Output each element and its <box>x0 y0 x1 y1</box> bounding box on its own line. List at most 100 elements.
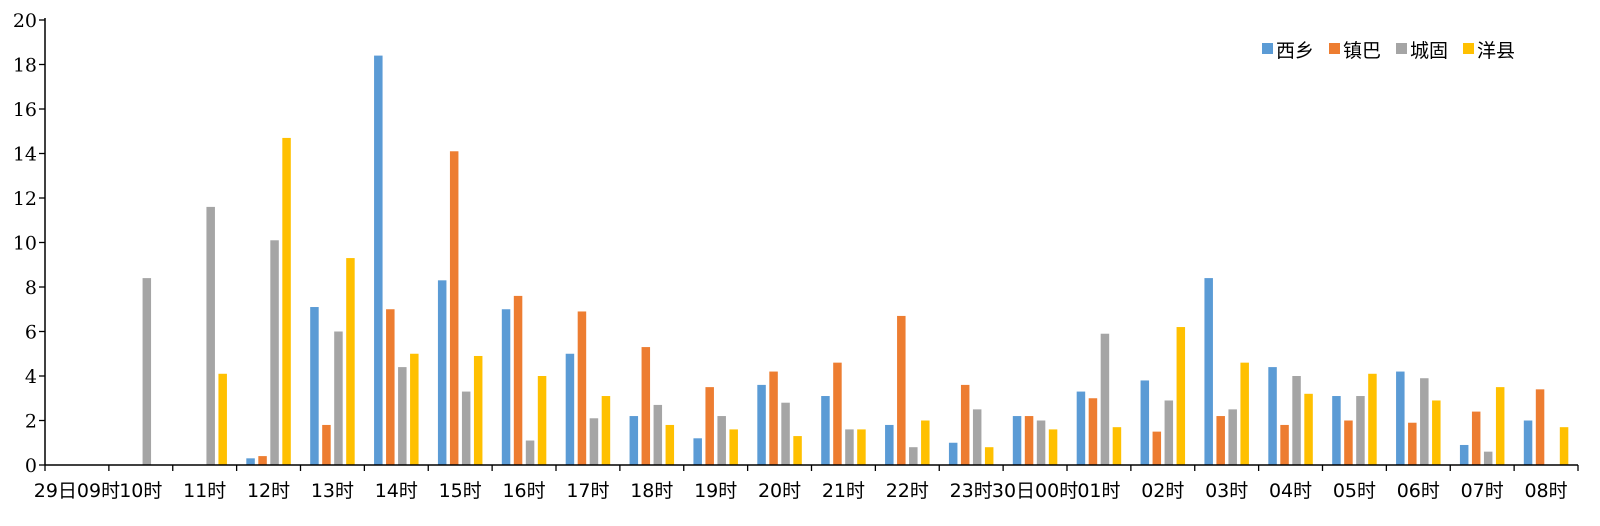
bar-4 <box>346 258 355 465</box>
bar-3 <box>1356 396 1365 465</box>
bar-4 <box>410 353 419 465</box>
x-category-label: 18时 <box>630 480 673 502</box>
bar-4 <box>473 355 483 465</box>
bar-1 <box>1012 416 1022 465</box>
bar-3 <box>1036 420 1046 465</box>
y-tick-label: 20 <box>13 10 37 32</box>
axes <box>39 18 1579 471</box>
bar-4 <box>218 373 227 465</box>
x-axis-tick-labels: 29日09时 10时 11时 12时 13时 14时 15时 16时 17时 18时 19时 20时 2… <box>34 480 1568 502</box>
bar-2 <box>513 295 523 465</box>
x-category-label: 14时 <box>375 480 418 502</box>
x-category-label: 22时 <box>886 480 929 502</box>
bar-2 <box>449 151 459 465</box>
x-category-label: 04时 <box>1269 480 1312 502</box>
y-tick-label: 18 <box>13 55 37 77</box>
bar-3 <box>589 418 599 465</box>
y-tick-label: 10 <box>13 233 37 255</box>
bar-4 <box>1048 429 1058 465</box>
legend-label: 西乡 <box>1276 40 1314 62</box>
bar-2 <box>960 384 970 465</box>
legend-label: 镇巴 <box>1343 40 1381 62</box>
bar-3 <box>142 278 152 465</box>
y-tick-label: 4 <box>25 366 37 388</box>
legend: 西乡 镇巴 城固 洋县 <box>1262 40 1515 62</box>
bar-3 <box>1228 409 1237 465</box>
y-tick-label: 12 <box>13 188 37 210</box>
x-category-label: 15时 <box>439 480 482 502</box>
x-category-label: 06时 <box>1397 480 1440 502</box>
bar-1 <box>501 309 511 465</box>
bar-1 <box>374 55 383 465</box>
bar-4 <box>1240 362 1249 465</box>
bar-4 <box>857 429 866 465</box>
bar-2 <box>386 309 395 465</box>
x-category-label: 13时 <box>311 480 354 502</box>
bar-2 <box>833 362 842 465</box>
x-category-label: 07时 <box>1461 480 1504 502</box>
legend-swatch <box>1396 43 1407 54</box>
bar-2 <box>897 315 906 465</box>
bar-4 <box>984 447 994 465</box>
bar-1 <box>1140 380 1150 465</box>
bar-1 <box>310 307 319 465</box>
x-category-label: 29日09时 <box>34 480 120 502</box>
bar-1 <box>246 458 255 465</box>
bar-2 <box>641 347 651 465</box>
y-tick-label: 14 <box>13 144 37 166</box>
bar-4 <box>1368 373 1377 465</box>
bar-4 <box>1176 327 1186 465</box>
x-category-label: 21时 <box>822 480 865 502</box>
bar-2 <box>705 387 714 465</box>
y-tick-label: 16 <box>13 99 37 121</box>
bar-2 <box>1408 422 1417 465</box>
bar-1 <box>1523 420 1533 465</box>
bar-4 <box>537 376 547 465</box>
bar-4 <box>601 396 611 465</box>
bar-3 <box>206 206 215 465</box>
y-tick-label: 6 <box>25 322 37 344</box>
bar-3 <box>398 367 407 465</box>
bar-3 <box>909 447 918 465</box>
bar-1 <box>693 438 702 465</box>
bar-3 <box>1100 333 1110 465</box>
bar-2 <box>769 371 778 465</box>
x-category-label: 05时 <box>1333 480 1376 502</box>
bar-4 <box>1432 400 1441 465</box>
x-category-label: 03时 <box>1205 480 1248 502</box>
bar-4 <box>282 137 291 466</box>
bar-2 <box>322 424 331 465</box>
bar-2 <box>1152 431 1162 465</box>
bar-3 <box>845 429 854 465</box>
bar-1 <box>885 424 894 465</box>
bar-3 <box>525 440 535 465</box>
bar-2 <box>1471 411 1481 465</box>
bar-3 <box>717 416 726 465</box>
x-category-label: 20时 <box>758 480 801 502</box>
x-category-label: 10时 <box>119 480 162 502</box>
bar-4 <box>729 429 738 465</box>
bar-3 <box>781 402 790 465</box>
bar-1 <box>948 442 958 465</box>
bar-2 <box>1344 420 1353 465</box>
x-category-label: 17时 <box>566 480 609 502</box>
x-category-label: 11时 <box>183 480 226 502</box>
x-category-label: 02时 <box>1141 480 1184 502</box>
bar-1 <box>1459 444 1469 465</box>
bar-1 <box>1396 371 1405 465</box>
bar-3 <box>1292 376 1301 465</box>
bar-2 <box>577 311 587 465</box>
bar-1 <box>1076 391 1086 465</box>
bar-1 <box>437 280 447 465</box>
bar-3 <box>1483 451 1493 465</box>
bar-1 <box>757 384 766 465</box>
bar-4 <box>1304 393 1313 465</box>
x-category-label: 16时 <box>502 480 545 502</box>
legend-swatch <box>1329 43 1340 54</box>
y-axis-tick-labels: 0 2 4 6 8 10 12 14 16 18 20 <box>13 10 37 477</box>
bar-4 <box>1112 427 1122 465</box>
x-category-label: 30日00时 <box>992 480 1078 502</box>
bar-series-group <box>142 55 1569 466</box>
bar-4 <box>793 436 802 465</box>
